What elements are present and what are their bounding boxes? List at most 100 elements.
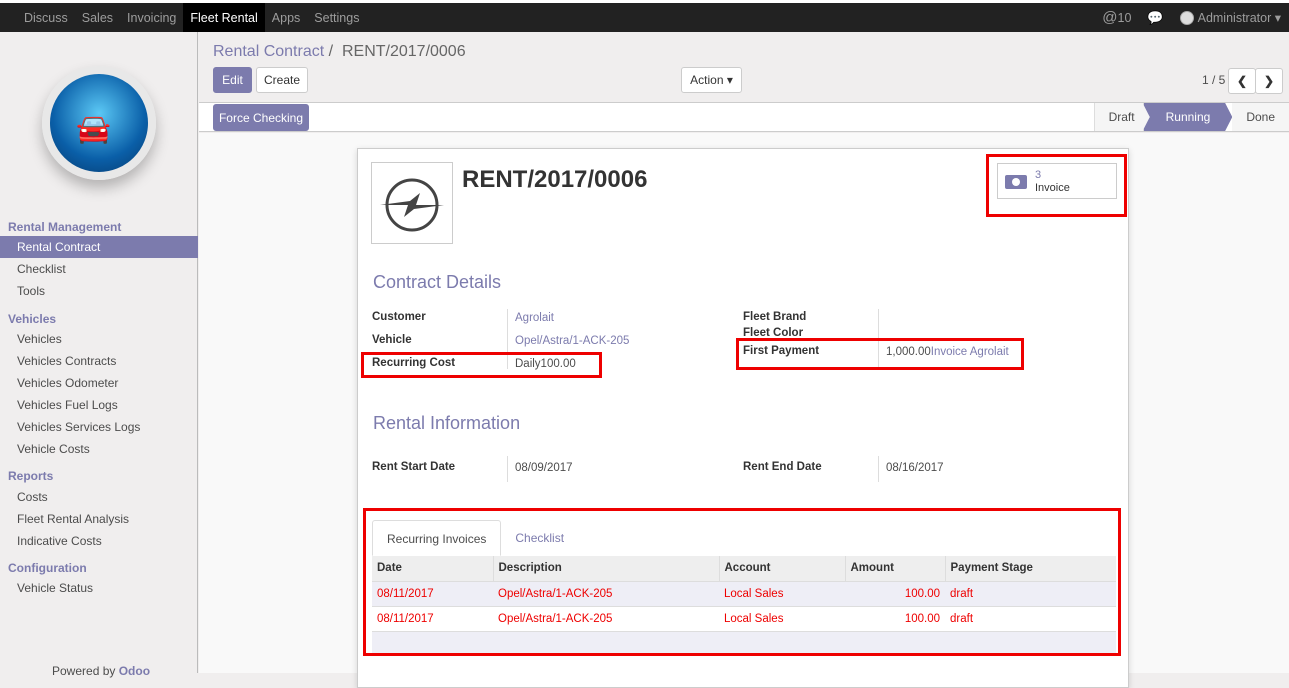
menu-invoicing[interactable]: Invoicing (127, 10, 177, 25)
sidebar-item-vehicles-contracts[interactable]: Vehicles Contracts (17, 354, 117, 368)
form-sheet: RENT/2017/0006 3 Invoice Contract Detail… (357, 148, 1129, 688)
customer-label: Customer (372, 311, 426, 323)
pager-previous-button[interactable]: ❮ (1228, 68, 1256, 94)
pager-next-button[interactable]: ❯ (1255, 68, 1283, 94)
powered-by: Powered by Odoo (52, 664, 151, 678)
fleet-brand-label: Fleet Brand (743, 311, 807, 323)
sidebar-item-costs[interactable]: Costs (17, 490, 48, 504)
sidebar-section-reports: Reports (8, 469, 54, 483)
customer-link[interactable]: Agrolait (515, 312, 554, 324)
sidebar: 🚘 Rental Management Rental Contract Chec… (0, 32, 198, 678)
menu-settings[interactable]: Settings (314, 10, 360, 25)
cell-description: Opel/Astra/1-ACK-205 (493, 605, 719, 631)
sidebar-item-vehicles-services-logs[interactable]: Vehicles Services Logs (17, 420, 141, 434)
tab-recurring-invoices[interactable]: Recurring Invoices (372, 520, 502, 556)
sidebar-item-vehicles-fuel-logs[interactable]: Vehicles Fuel Logs (17, 398, 118, 412)
chevron-right-icon: ❯ (1263, 74, 1275, 88)
user-menu[interactable]: Administrator ▾ (1179, 10, 1281, 26)
chat-icon[interactable]: 💬 (1147, 9, 1164, 25)
stage-running[interactable]: Running (1142, 103, 1233, 131)
recurring-cost-label: Recurring Cost (372, 357, 456, 369)
cell-date: 08/11/2017 (372, 605, 493, 631)
table-footer (372, 630, 1116, 655)
sidebar-item-rental-contract[interactable]: Rental Contract (0, 236, 198, 258)
sidebar-item-vehicles[interactable]: Vehicles (17, 332, 62, 346)
column-amount[interactable]: Amount (844, 556, 945, 581)
recurring-cost-value: Daily100.00 (515, 358, 576, 370)
menu-apps[interactable]: Apps (271, 10, 301, 25)
statusbar: Draft Running Done (1093, 103, 1289, 131)
rent-start-label: Rent Start Date (372, 461, 456, 473)
table-row[interactable]: 08/11/2017 Opel/Astra/1-ACK-205 Local Sa… (372, 580, 1116, 606)
invoice-smart-button[interactable]: 3 Invoice (997, 163, 1117, 199)
mentions-button[interactable]: @10 (1102, 9, 1132, 26)
sidebar-item-vehicle-costs[interactable]: Vehicle Costs (17, 442, 90, 456)
sidebar-item-indicative-costs[interactable]: Indicative Costs (17, 534, 102, 548)
rent-start-value: 08/09/2017 (515, 462, 573, 474)
vehicle-brand-image (371, 162, 453, 244)
opel-logo-icon (380, 178, 444, 232)
column-account[interactable]: Account (718, 556, 845, 581)
cell-account: Local Sales (719, 605, 845, 631)
pager-value: 1 / 5 (1202, 73, 1226, 87)
action-dropdown[interactable]: Action ▾ (681, 67, 742, 93)
sidebar-item-fleet-rental-analysis[interactable]: Fleet Rental Analysis (17, 512, 130, 526)
menu-fleet-rental[interactable]: Fleet Rental (183, 3, 265, 32)
rent-end-value: 08/16/2017 (886, 462, 944, 474)
cell-date: 08/11/2017 (372, 580, 493, 606)
money-icon (1005, 175, 1027, 189)
rental-information-heading: Rental Information (373, 413, 521, 433)
column-payment-stage[interactable]: Payment Stage (944, 556, 1116, 581)
tab-checklist[interactable]: Checklist (515, 531, 565, 545)
chevron-left-icon: ❮ (1236, 74, 1248, 88)
fleet-color-label: Fleet Color (743, 327, 804, 339)
table-header: Date Description Account Amount Payment … (372, 556, 1116, 581)
status-header: Force Checking Draft Running Done (199, 102, 1289, 132)
sidebar-item-vehicle-status[interactable]: Vehicle Status (17, 581, 94, 595)
sidebar-section-vehicles: Vehicles (8, 312, 57, 326)
table-row[interactable]: 08/11/2017 Opel/Astra/1-ACK-205 Local Sa… (372, 605, 1116, 631)
edit-button[interactable]: Edit (213, 67, 252, 93)
sidebar-section-configuration: Configuration (8, 561, 87, 575)
create-button[interactable]: Create (256, 67, 308, 93)
stage-draft[interactable]: Draft (1093, 103, 1149, 131)
breadcrumb-parent[interactable]: Rental Contract (213, 43, 325, 60)
top-navbar: Discuss Sales Invoicing Fleet Rental App… (0, 0, 1289, 32)
car-icon: 🚘 (76, 113, 111, 144)
rent-end-label: Rent End Date (743, 461, 822, 473)
cell-amount: 100.00 (845, 605, 945, 631)
force-checking-button[interactable]: Force Checking (213, 104, 309, 131)
cell-payment-stage: draft (945, 580, 1116, 606)
vehicle-label: Vehicle (372, 334, 412, 346)
divider (507, 309, 508, 369)
first-payment-invoice-link[interactable]: Invoice Agrolait (930, 346, 1009, 358)
first-payment-label: First Payment (743, 345, 820, 357)
vehicle-link[interactable]: Opel/Astra/1-ACK-205 (515, 335, 630, 347)
app-logo: 🚘 (42, 66, 156, 180)
record-title: RENT/2017/0006 (462, 166, 648, 193)
odoo-link[interactable]: Odoo (118, 664, 151, 678)
sidebar-item-vehicles-odometer[interactable]: Vehicles Odometer (17, 376, 119, 390)
divider (878, 456, 879, 482)
cell-account: Local Sales (719, 580, 845, 606)
avatar (1179, 11, 1194, 26)
at-icon: @ (1102, 9, 1118, 26)
form-view: RENT/2017/0006 3 Invoice Contract Detail… (199, 133, 1289, 688)
cell-payment-stage: draft (945, 605, 1116, 631)
first-payment-value: 1,000.00Invoice Agrolait (886, 346, 1009, 358)
column-description[interactable]: Description (492, 556, 719, 581)
breadcrumb: Rental Contract / RENT/2017/0006 (213, 43, 466, 60)
breadcrumb-current: RENT/2017/0006 (341, 43, 466, 60)
divider (878, 309, 879, 367)
column-date[interactable]: Date (372, 556, 493, 581)
cell-description: Opel/Astra/1-ACK-205 (493, 580, 719, 606)
sidebar-item-tools[interactable]: Tools (17, 284, 46, 298)
divider (507, 456, 508, 482)
control-panel: Rental Contract / RENT/2017/0006 Edit Cr… (199, 32, 1289, 102)
cell-amount: 100.00 (845, 580, 945, 606)
sidebar-section-rental-management: Rental Management (8, 220, 122, 234)
stage-done[interactable]: Done (1232, 103, 1289, 131)
menu-sales[interactable]: Sales (81, 10, 114, 25)
sidebar-item-checklist[interactable]: Checklist (17, 262, 66, 276)
menu-discuss[interactable]: Discuss (24, 10, 68, 25)
